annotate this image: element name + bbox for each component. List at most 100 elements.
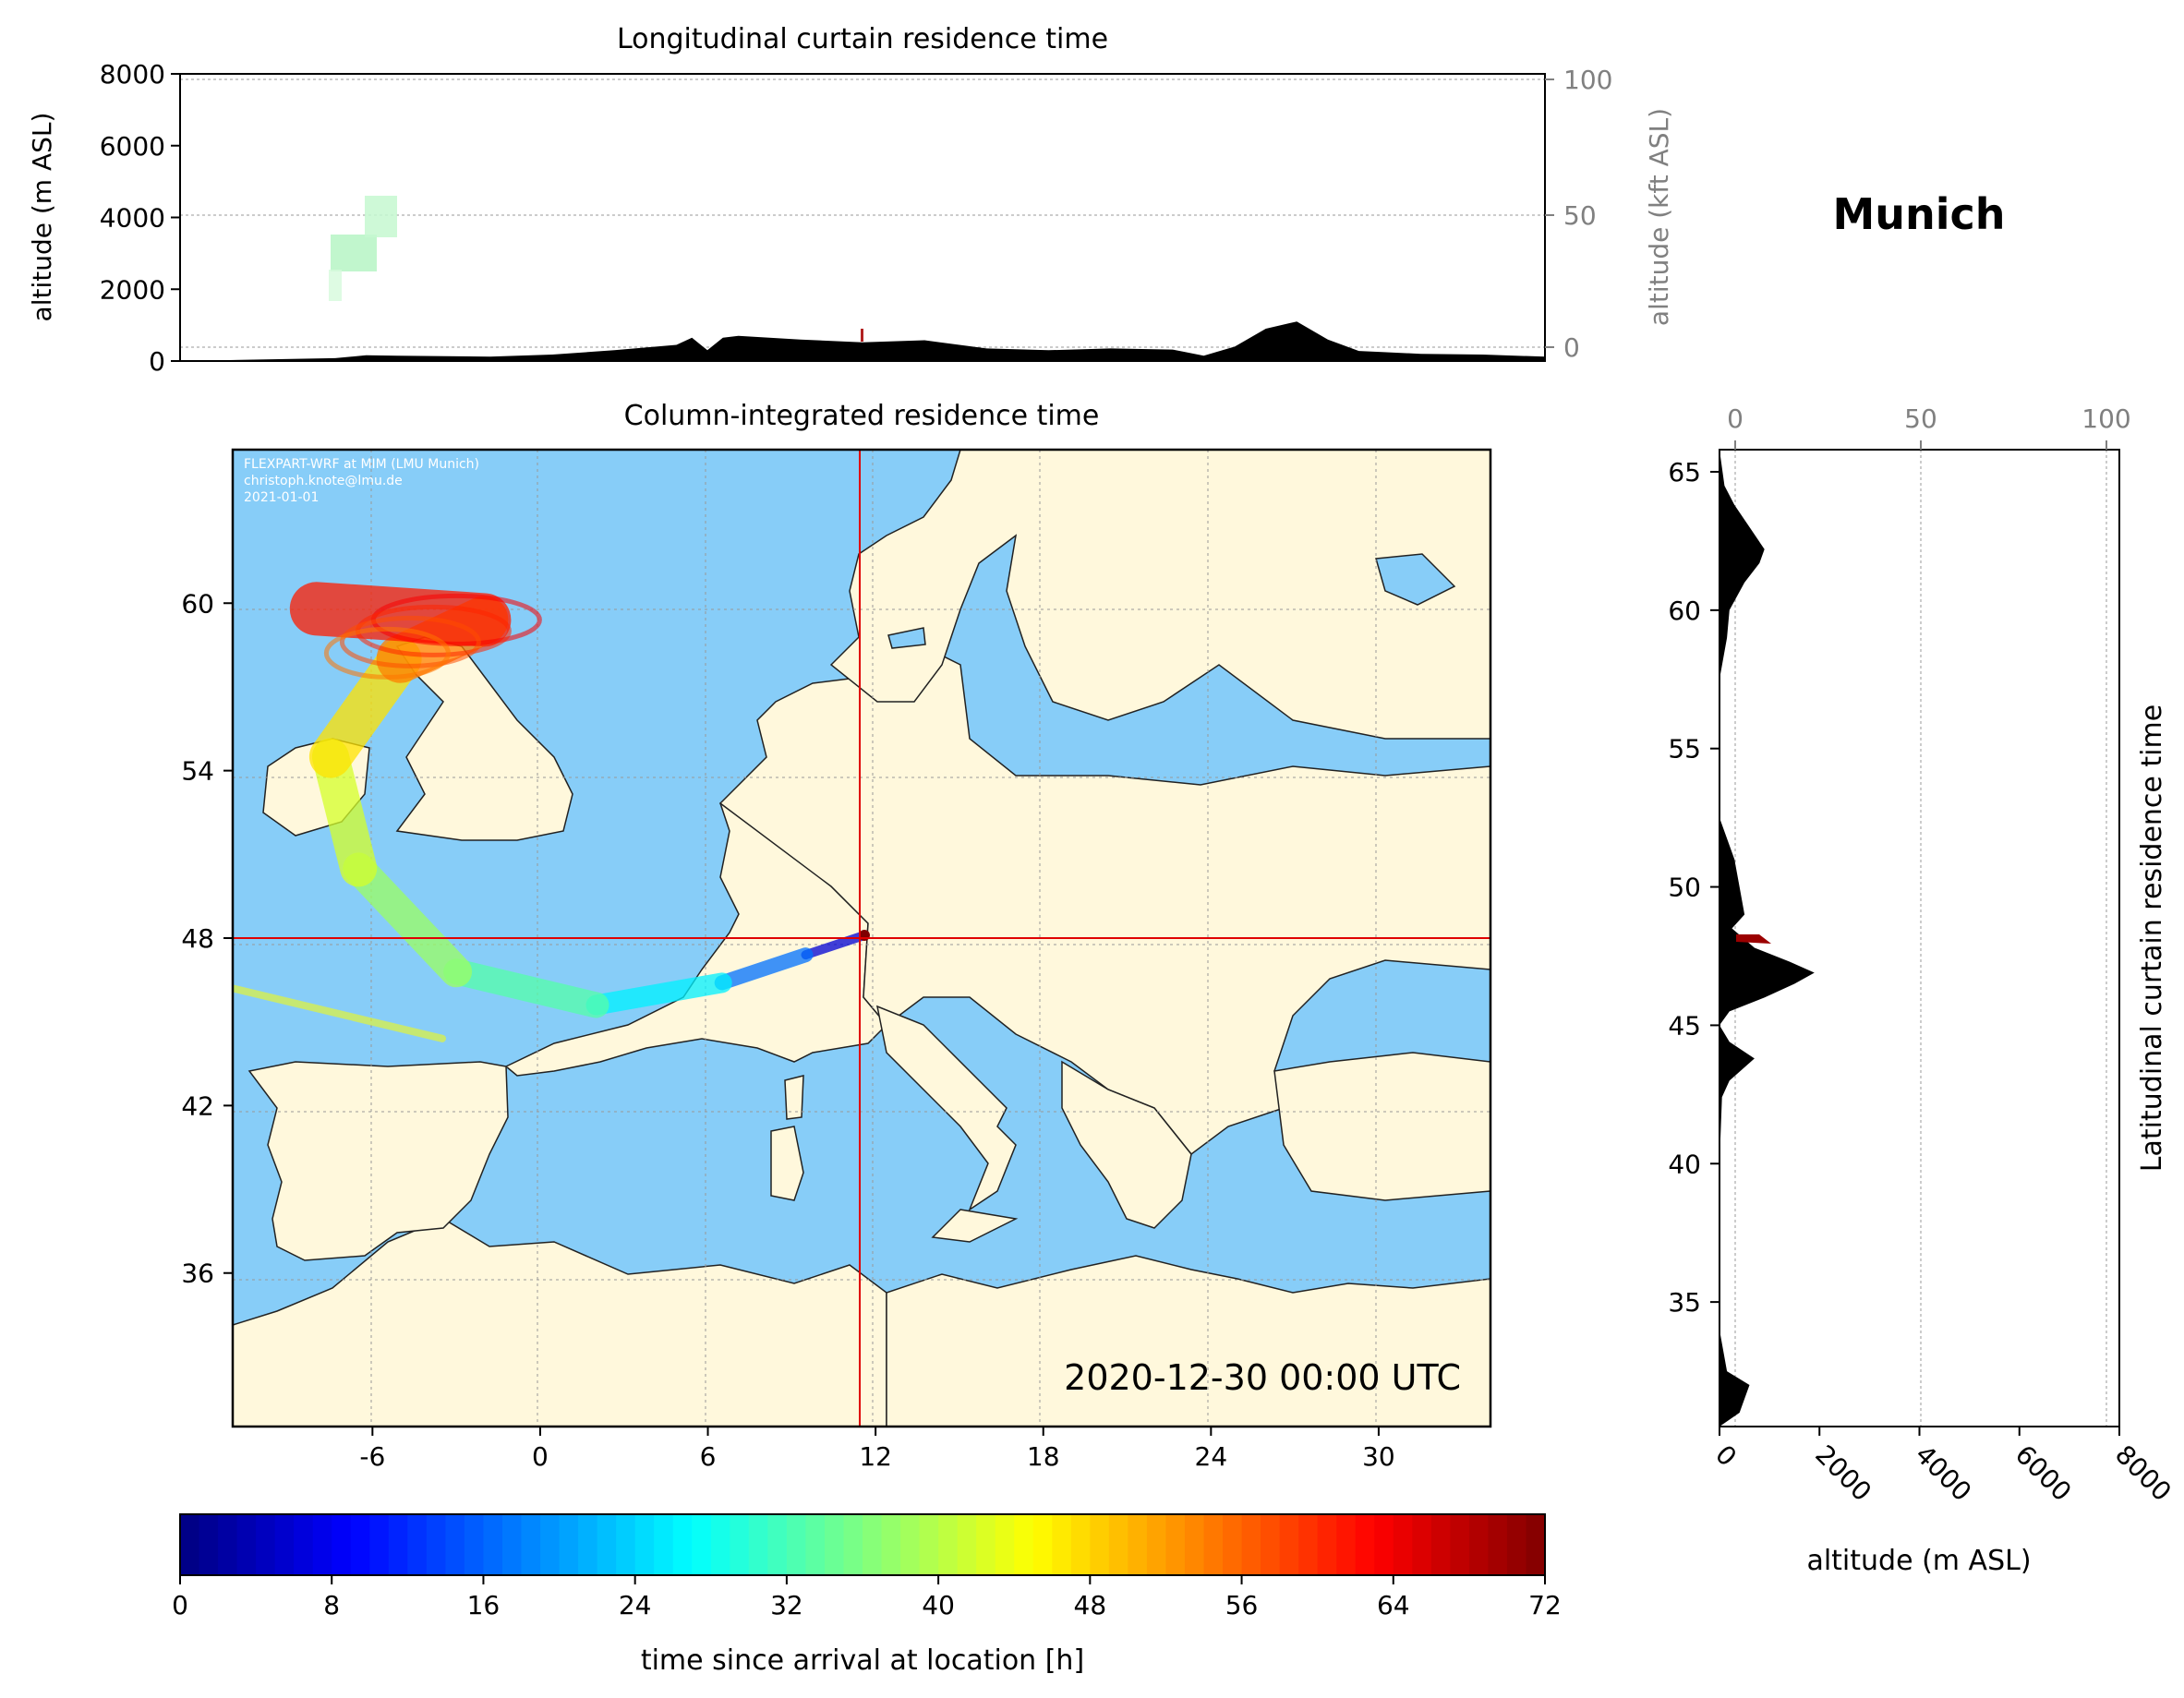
map-ytick-label: 36 [181,1258,214,1289]
colorbar-step [881,1514,901,1575]
colorbar-step [1279,1514,1299,1575]
map-xtick-label: -6 [359,1441,385,1472]
colorbar-axis: 0 8 16 24 32 40 48 56 64 72 [172,1575,1562,1620]
colorbar-step [900,1514,921,1575]
lake-vanern [887,627,926,649]
colorbar-step [501,1514,523,1575]
colorbar-step [578,1514,598,1575]
map-x-axis: -6 0 6 12 18 24 30 [359,1427,1395,1472]
colorbar-step [236,1514,257,1575]
colorbar-tick-label: 40 [922,1590,955,1620]
map-ytick-label: 54 [181,756,214,787]
colorbar-step [1184,1514,1205,1575]
colorbar-step [1393,1514,1413,1575]
top-terrain-profile [180,321,1545,361]
colorbar-step [388,1514,408,1575]
colorbar-step [597,1514,617,1575]
right-ytick-label: 65 [1668,457,1701,488]
right-top-axis: 0 50 100 [1727,403,2131,450]
map-y-axis: 36 42 48 54 60 [181,588,233,1289]
colorbar-step [180,1514,200,1575]
top-residence-patch-1 [331,235,377,271]
right-ytick-label: 55 [1668,734,1701,765]
right-xtick-top-label: 50 [1904,403,1937,434]
colorbar-step [1468,1514,1490,1575]
colorbar-tick-label: 0 [172,1590,188,1620]
colorbar-step [1146,1514,1167,1575]
top-left-axis: 0 2000 4000 6000 8000 [100,59,180,377]
colorbar-step [1298,1514,1319,1575]
plume-branch [233,984,446,1042]
colorbar-frame [179,1513,1546,1576]
colorbar-step [1223,1514,1243,1575]
right-xtick-top-label: 100 [2081,403,2130,434]
colorbar-step [843,1514,863,1575]
colorbar-step [1165,1514,1186,1575]
colorbar-step [426,1514,446,1575]
colorbar-step [919,1514,939,1575]
plume-segment [343,852,473,988]
colorbar-step [1506,1514,1527,1575]
right-ytick-label: 60 [1668,596,1701,626]
balkans [1061,1060,1192,1229]
colorbar-step [312,1514,332,1575]
colorbar-step [957,1514,977,1575]
colorbar-tick-label: 64 [1377,1590,1410,1620]
colorbar-step [863,1514,883,1575]
turkey [1273,1052,1490,1201]
colorbar-step [710,1514,730,1575]
iberia [247,1061,509,1261]
colorbar-step [1355,1514,1375,1575]
colorbar-step [1108,1514,1128,1575]
right-xlabel: altitude (m ASL) [1806,1545,2031,1577]
top-ylabel-right: altitude (kft ASL) [1644,108,1674,326]
colorbar-step [748,1514,768,1575]
colorbar-steps [180,1514,1546,1575]
right-ylabel: Latitudinal curtain residence time [2136,704,2168,1172]
colorbar-step [1203,1514,1224,1575]
colorbar-step [1128,1514,1148,1575]
top-receptor-marker [861,329,863,342]
plume-segment [443,958,609,1018]
right-xtick-label: 2000 [1809,1439,1877,1508]
colorbar-step [445,1514,465,1575]
colorbar-step [274,1514,295,1575]
right-axes-frame [1719,449,2120,1427]
colorbar-step [616,1514,636,1575]
colorbar-step [369,1514,390,1575]
map-xtick-label: 0 [532,1441,549,1472]
colorbar-step [767,1514,788,1575]
top-ytick-right-label: 0 [1563,332,1580,363]
top-residence-patch-3 [329,270,342,301]
map-ytick-label: 48 [181,923,214,954]
colorbar-step [692,1514,712,1575]
right-ytick-label: 50 [1668,873,1701,903]
colorbar-step [1014,1514,1034,1575]
colorbar-step [976,1514,996,1575]
colorbar-step [1052,1514,1072,1575]
colorbar-step [1032,1514,1053,1575]
corsica [784,1075,804,1120]
colorbar-step [1090,1514,1110,1575]
top-ylabel: altitude (m ASL) [27,113,57,322]
top-residence-patch-2 [365,196,397,237]
right-xtick-label: 4000 [1910,1439,1978,1508]
map-title: Column-integrated residence time [624,400,1100,432]
colorbar-step [464,1514,485,1575]
top-ytick-label: 0 [149,346,165,377]
colorbar-tick-label: 32 [770,1590,803,1620]
longitudinal-panel: Longitudinal curtain residence time 0 200… [27,23,1674,377]
right-x-axis: 0 2000 4000 6000 8000 [1709,1427,2178,1507]
colorbar-step [483,1514,503,1575]
plume-segment [585,972,732,1016]
top-ytick-label: 2000 [100,274,165,305]
colorbar-step [350,1514,370,1575]
sicily [931,1209,1019,1243]
plume-loop [339,615,481,668]
colorbar-tick-label: 8 [323,1590,340,1620]
colorbar-tick-label: 72 [1528,1590,1562,1620]
colorbar-tick-label: 24 [619,1590,652,1620]
colorbar-step [938,1514,959,1575]
colorbar-step [1317,1514,1337,1575]
colorbar-step [199,1514,219,1575]
